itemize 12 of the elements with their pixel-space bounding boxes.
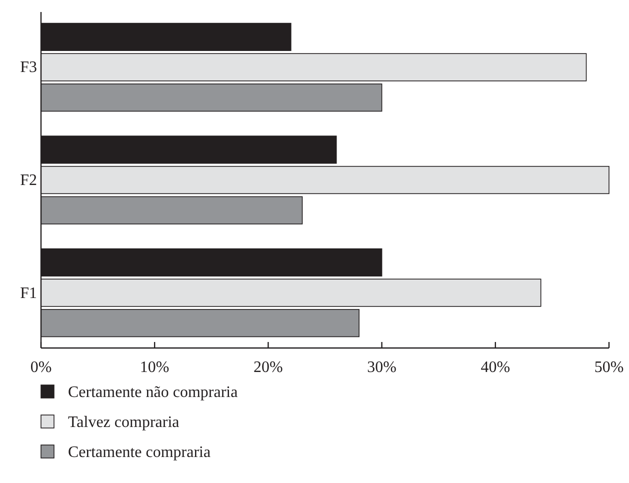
x-tick-label: 50% — [594, 359, 624, 376]
x-tick-label: 40% — [480, 359, 510, 376]
x-tick-label: 0% — [30, 359, 52, 376]
y-tick-label: F2 — [20, 172, 37, 189]
y-tick-label: F1 — [20, 284, 37, 302]
x-tick-label: 30% — [367, 359, 396, 376]
x-tick-label: 10% — [140, 359, 170, 376]
y-tick-label: F3 — [20, 59, 37, 76]
legend-label: Talvez compraria — [68, 414, 180, 431]
legend-label: Certamente compraria — [68, 444, 211, 461]
x-tick-label: 20% — [254, 359, 283, 376]
legend-label: Certamente não compraria — [68, 384, 238, 401]
